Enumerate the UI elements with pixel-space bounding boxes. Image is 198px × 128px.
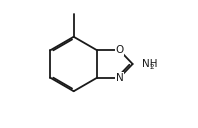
Text: O: O — [115, 45, 124, 55]
Text: NH: NH — [142, 59, 157, 69]
Text: 2: 2 — [149, 63, 154, 70]
Text: N: N — [116, 73, 123, 83]
